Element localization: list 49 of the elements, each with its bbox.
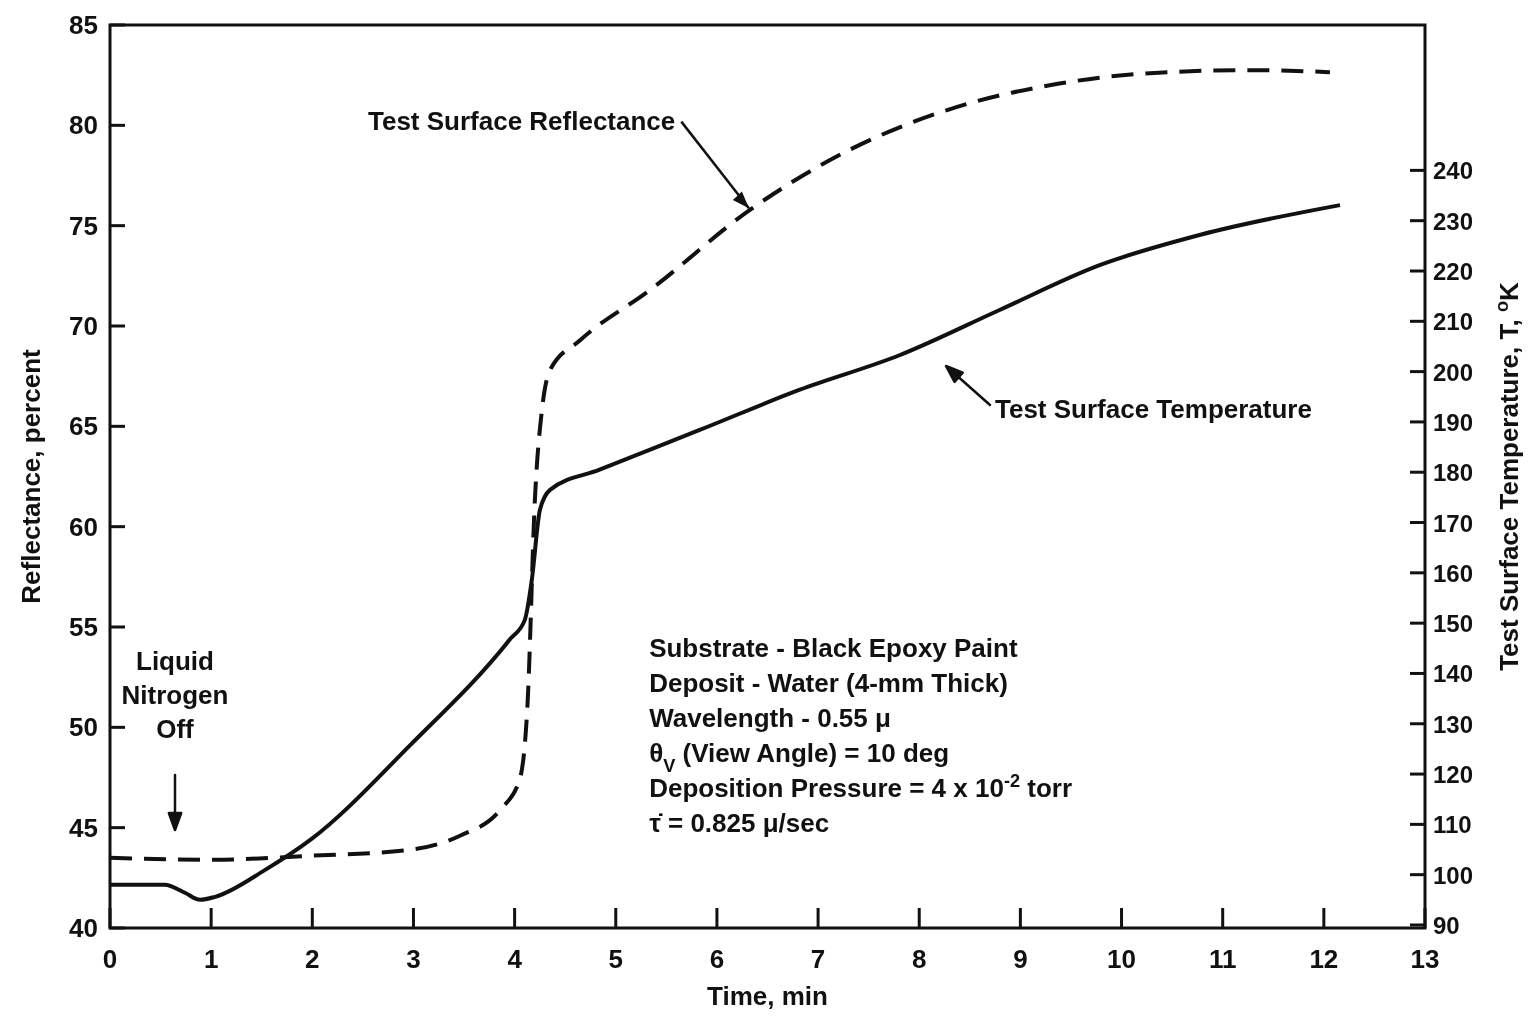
x-tick-label: 10 <box>1107 944 1136 974</box>
y2-tick-label: 170 <box>1433 509 1474 537</box>
x-tick-label: 11 <box>1208 944 1237 974</box>
x-axis-title: Time, min <box>707 981 828 1011</box>
y-tick-label: 65 <box>69 411 98 442</box>
y-tick-label: 75 <box>69 210 98 241</box>
annotation: Test Surface Temperature <box>995 394 1312 424</box>
x-tick-label: 2 <box>305 944 320 974</box>
y-tick-label: 80 <box>69 110 98 141</box>
y2-tick-label: 90 <box>1433 911 1460 939</box>
y-tick-label: 55 <box>69 612 98 642</box>
x-tick-label: 7 <box>810 944 826 974</box>
y2-tick-label: 230 <box>1433 207 1474 235</box>
y-tick-label: 45 <box>69 812 98 843</box>
y-tick-label: 50 <box>69 712 98 743</box>
x-tick-label: 3 <box>406 944 421 974</box>
y-tick-label: 40 <box>69 913 98 943</box>
x-tick-label: 9 <box>1013 944 1028 974</box>
y2-tick-label: 160 <box>1433 559 1474 587</box>
y2-tick-label: 120 <box>1433 761 1474 789</box>
x-tick-label: 0 <box>102 944 118 974</box>
x-tick-label: 1 <box>203 944 219 974</box>
x-tick-label: 8 <box>912 944 927 974</box>
y2-tick-label: 220 <box>1433 258 1474 285</box>
annotation: τ̇ = 0.825 μ/sec <box>649 808 830 839</box>
y2-tick-label: 240 <box>1433 157 1474 185</box>
y-axis-title: Reflectance, percent <box>16 349 46 604</box>
y2-tick-label: 150 <box>1433 610 1474 638</box>
x-tick-label: 4 <box>507 944 523 974</box>
y-tick-label: 85 <box>69 10 98 40</box>
y2-tick-label: 190 <box>1433 408 1474 436</box>
y2-tick-label: 200 <box>1433 358 1474 386</box>
x-tick-label: 13 <box>1410 944 1440 974</box>
x-tick-label: 12 <box>1309 944 1339 974</box>
annotation: Deposit - Water (4-mm Thick) <box>649 668 1008 699</box>
y2-tick-label: 180 <box>1433 459 1474 487</box>
y-tick-label: 70 <box>69 311 98 341</box>
annotation: Liquid Nitrogen Off <box>121 646 229 744</box>
x-tick-label: 5 <box>608 944 623 974</box>
y2-tick-label: 110 <box>1433 811 1472 839</box>
y2-tick-label: 130 <box>1433 710 1474 738</box>
x-tick-label: 6 <box>709 944 725 974</box>
y2-tick-label: 210 <box>1433 308 1474 336</box>
annotation: Test Surface Reflectance <box>367 105 676 136</box>
y2-tick-label: 100 <box>1433 861 1474 889</box>
y2-tick-label: 140 <box>1433 660 1474 688</box>
annotation: Substrate - Black Epoxy Paint <box>649 633 1018 664</box>
annotation: Wavelength - 0.55 μ <box>649 703 891 734</box>
y-tick-label: 60 <box>69 511 98 542</box>
